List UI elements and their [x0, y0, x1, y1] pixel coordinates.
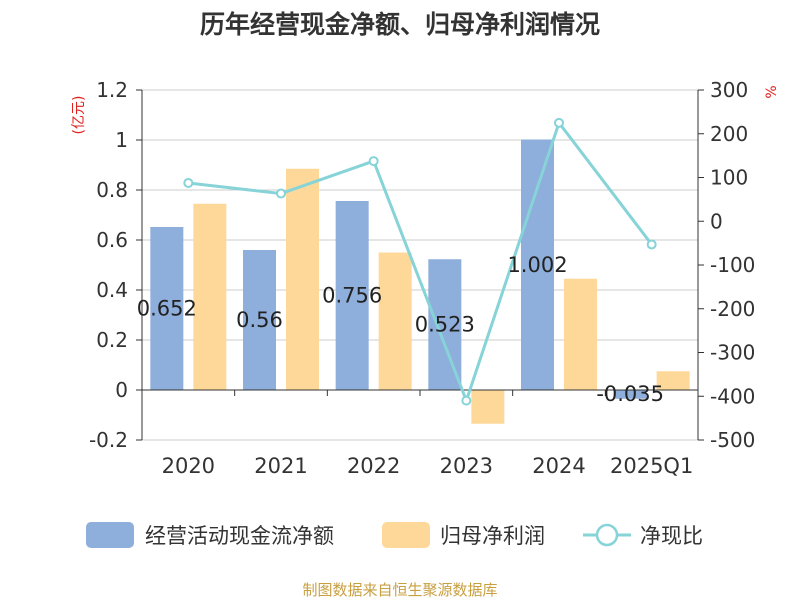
x-category-label: 2021	[254, 454, 307, 478]
bar-operating-cashflow	[243, 250, 276, 390]
right-tick-label: 0	[710, 209, 723, 233]
legend-label: 净现比	[640, 524, 703, 548]
right-tick-label: -300	[710, 341, 755, 365]
legend-marker	[595, 523, 619, 547]
x-category-label: 2022	[347, 454, 400, 478]
legend-swatch	[382, 522, 430, 548]
right-tick-label: 100	[710, 166, 748, 190]
right-tick-label: -200	[710, 297, 755, 321]
ratio-line-path	[188, 121, 653, 403]
right-tick-label: 300	[710, 78, 748, 102]
chart-title: 历年经营现金净额、归母净利润情况	[200, 10, 600, 39]
left-tick-label: 1	[115, 128, 128, 152]
legend-label: 经营活动现金流净额	[145, 524, 334, 548]
left-tick-label: 0.2	[96, 328, 128, 352]
right-axis-unit: %	[764, 85, 780, 98]
x-category-label: 2024	[532, 454, 585, 478]
left-axis-unit: (亿元)	[71, 96, 87, 135]
bar-operating-cashflow	[613, 390, 647, 399]
x-category-label: 2020	[162, 454, 215, 478]
bar-net-profit	[286, 168, 319, 390]
right-tick-label: -100	[710, 253, 755, 277]
legend-swatch	[86, 522, 134, 548]
bar-data-label: 0.756	[322, 284, 382, 308]
bar-operating-cashflow	[428, 259, 462, 390]
ratio-line-point	[183, 177, 194, 188]
left-tick-label: 0	[115, 378, 128, 402]
source-note: 制图数据来自恒生聚源数据库	[302, 581, 497, 599]
bar-data-label: 0.523	[415, 313, 475, 337]
x-category-label: 2025Q1	[610, 454, 693, 478]
ratio-line-point	[461, 395, 472, 406]
bar-data-label: 0.652	[137, 297, 197, 321]
ratio-line-point	[646, 239, 657, 250]
legend: 经营活动现金流净额 归母净利润 净现比	[86, 522, 703, 548]
left-tick-label: 1.2	[96, 78, 128, 102]
bar-data-label: -0.035	[596, 382, 664, 406]
bar-net-profit	[656, 371, 690, 390]
right-tick-label: -500	[710, 428, 755, 452]
bars	[150, 139, 690, 424]
bar-net-profit	[471, 390, 505, 424]
bar-net-profit	[193, 203, 227, 390]
bar-net-profit	[564, 278, 597, 390]
left-tick-label: -0.2	[89, 428, 128, 452]
bar-operating-cashflow	[150, 227, 184, 390]
bar-net-profit	[378, 252, 412, 390]
bar-data-label: 1.002	[507, 253, 567, 277]
right-tick-label: 200	[710, 122, 748, 146]
x-category-label: 2023	[440, 454, 493, 478]
bar-operating-cashflow	[335, 201, 369, 390]
ratio-line-point	[276, 188, 286, 199]
bar-operating-cashflow	[521, 139, 554, 390]
ratio-line-point	[554, 117, 564, 128]
axes: -0.2 0 0.2 0.4 0.6 0.8 1 1.2 -500 -400 -300 -200 -10…	[89, 78, 755, 478]
ratio-line-point	[368, 156, 379, 167]
ratio-line	[183, 117, 657, 406]
left-tick-label: 0.8	[96, 178, 128, 202]
right-tick-label: -400	[710, 384, 755, 408]
data-labels: 0.652 0.56 0.756 0.523 1.002 -0.035	[137, 253, 664, 406]
left-tick-label: 0.4	[96, 278, 128, 302]
bar-data-label: 0.56	[236, 308, 283, 332]
legend-label: 归母净利润	[440, 524, 545, 548]
left-tick-label: 0.6	[96, 228, 128, 252]
